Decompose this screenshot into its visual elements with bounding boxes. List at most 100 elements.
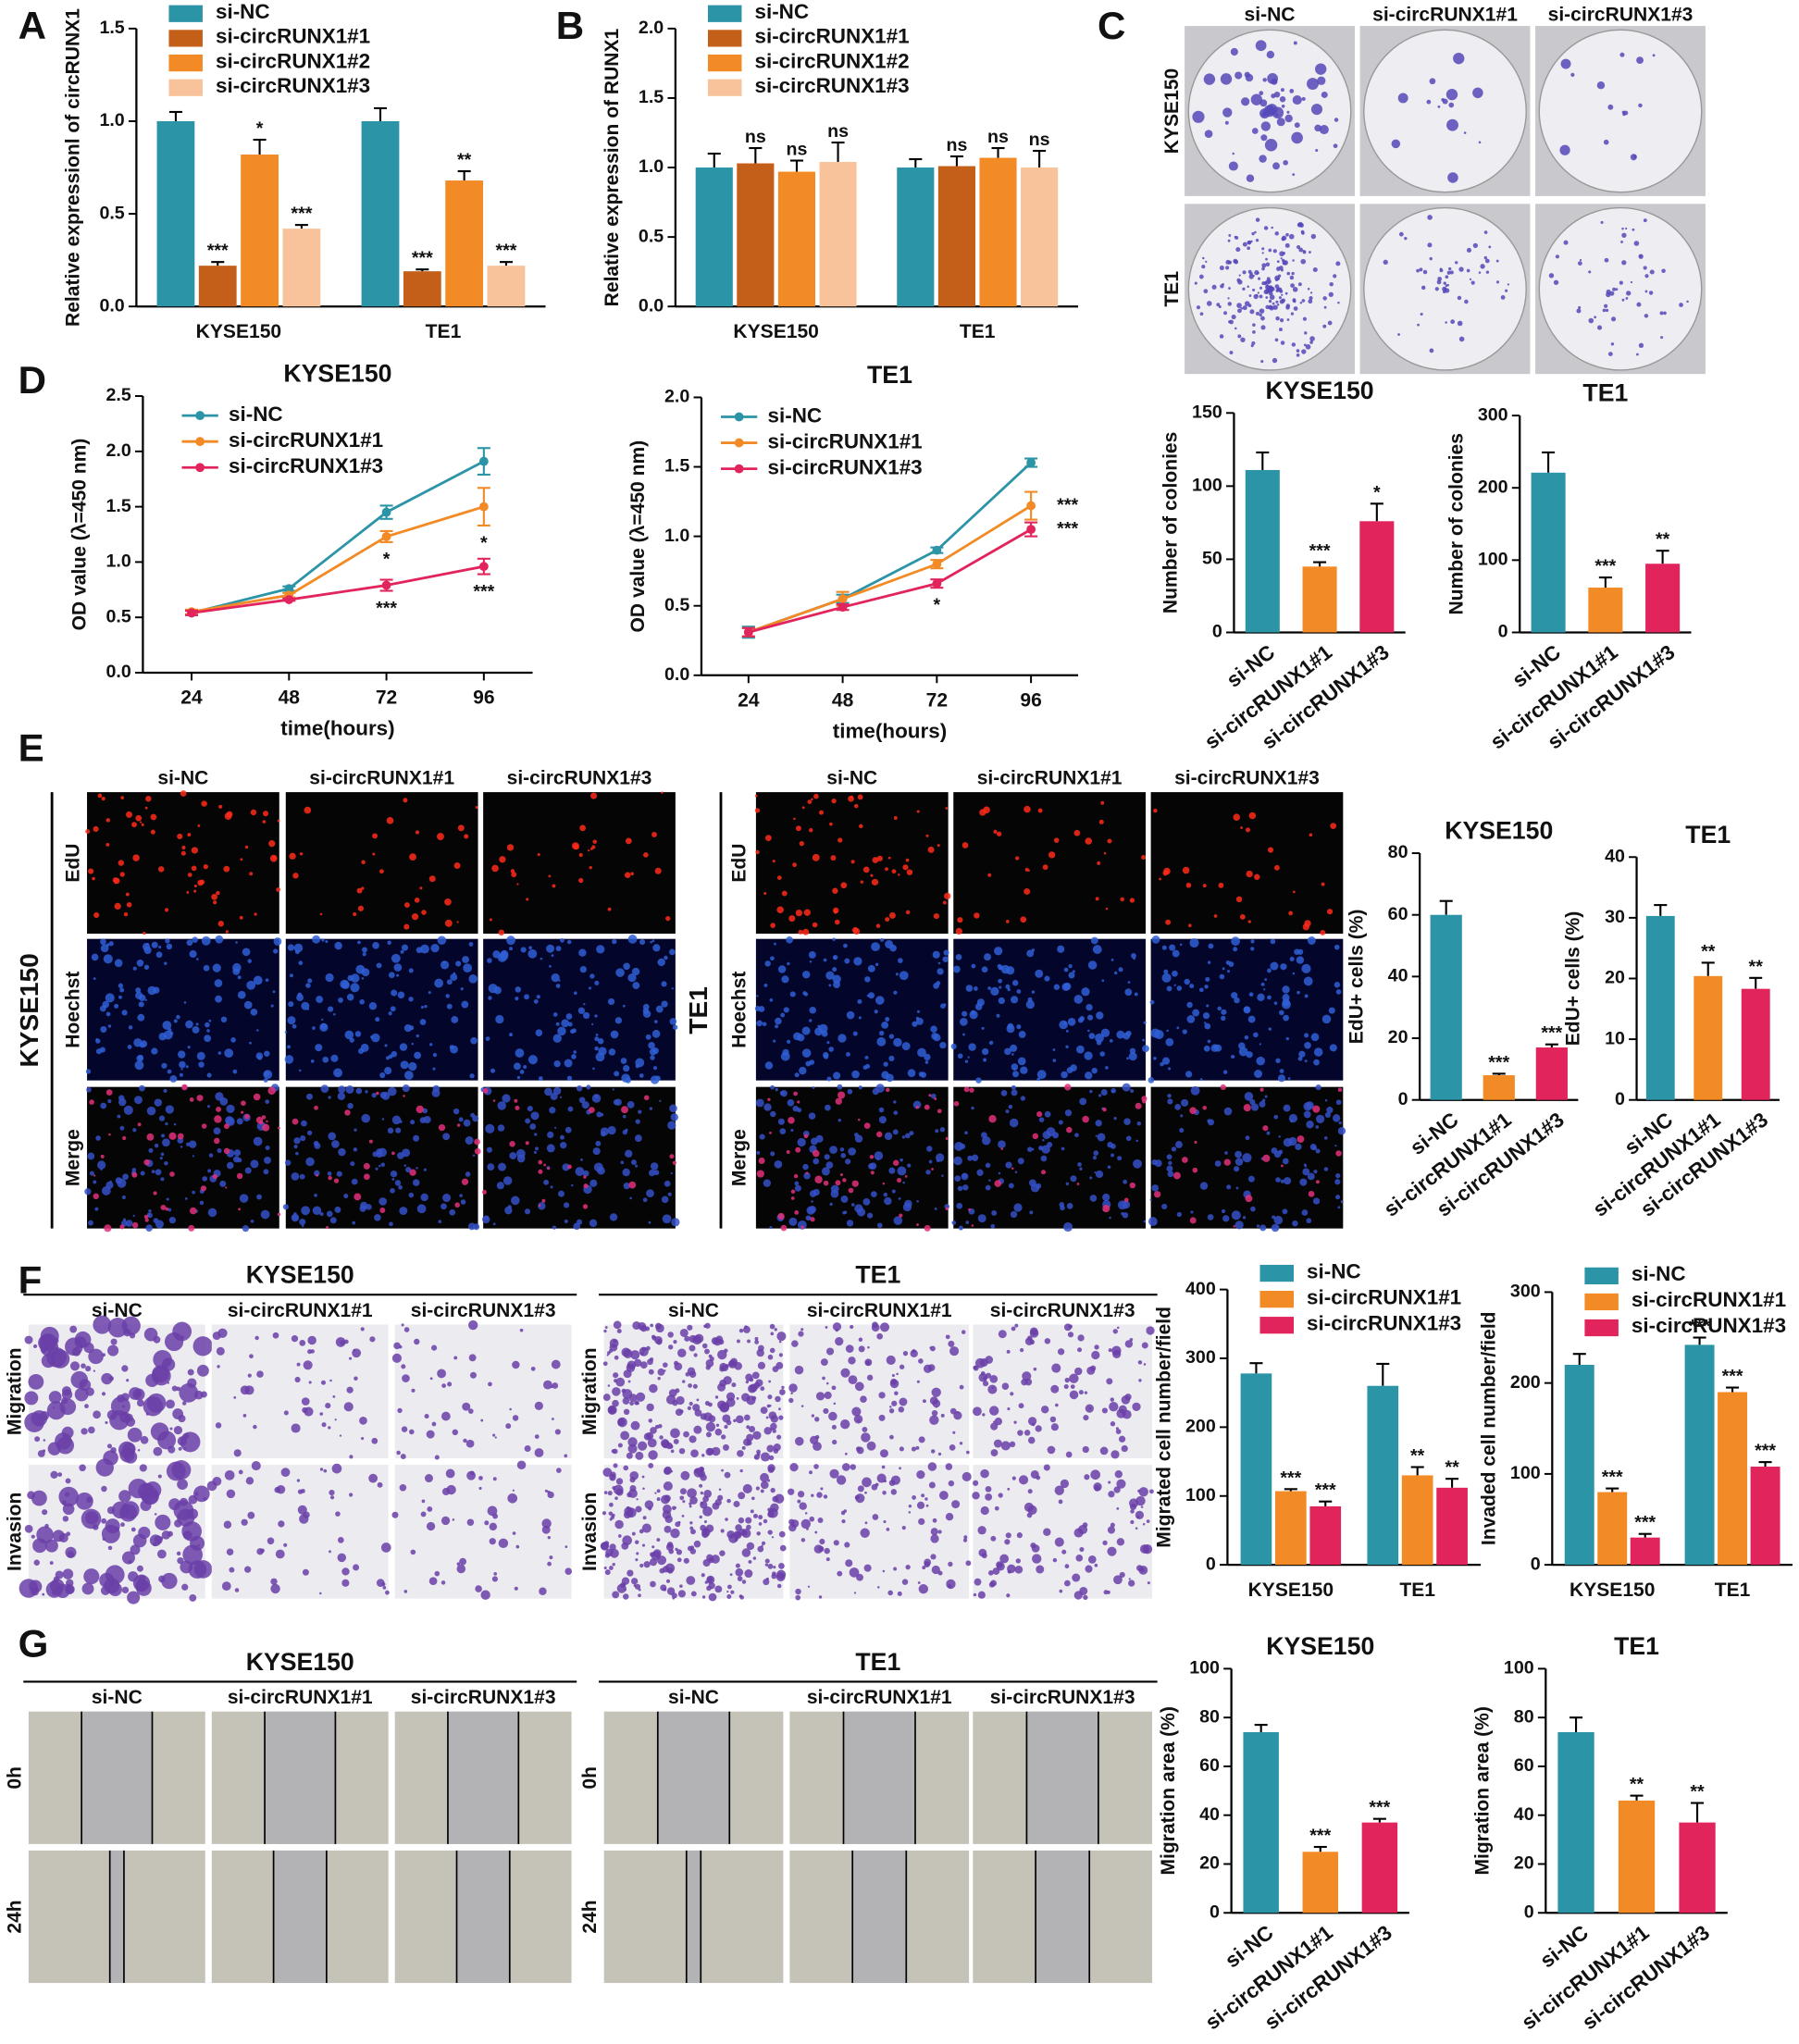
cell (816, 1392, 825, 1400)
cell (832, 1425, 837, 1430)
cell (928, 1462, 937, 1471)
cell (1288, 1077, 1291, 1080)
cell (859, 1085, 862, 1089)
cell (509, 947, 513, 950)
cell (1251, 1103, 1259, 1110)
cell (787, 1040, 790, 1044)
cell (1249, 992, 1254, 997)
cell (256, 1195, 262, 1200)
cell (835, 920, 840, 925)
cell (1204, 1023, 1210, 1030)
cell (1190, 1217, 1197, 1223)
cell (1601, 221, 1604, 224)
cell (372, 833, 378, 838)
cell (832, 1440, 837, 1444)
cell (244, 1001, 253, 1010)
column-label: si-NC (1245, 4, 1296, 25)
cell (155, 1515, 170, 1530)
cell (155, 1169, 162, 1175)
cell (552, 884, 556, 887)
cell (721, 1469, 724, 1472)
cell (352, 1348, 361, 1357)
cell (1044, 976, 1049, 982)
cell (1284, 1177, 1291, 1184)
y-tick-label: 20 (1388, 1027, 1408, 1047)
cell (835, 1337, 843, 1345)
cell (265, 1099, 269, 1104)
cell (180, 1073, 183, 1077)
cell (759, 1522, 763, 1526)
cell (1290, 1120, 1293, 1122)
cell (779, 1353, 783, 1356)
cell (638, 1442, 647, 1451)
cell (651, 939, 654, 942)
cell (432, 1068, 435, 1071)
bar (819, 162, 856, 306)
cell (1631, 154, 1637, 160)
cell (765, 1559, 770, 1564)
cell (769, 998, 773, 1002)
y-tick-label: 0.5 (105, 606, 130, 626)
cell (642, 1347, 647, 1352)
point (1026, 525, 1036, 534)
cell (1300, 302, 1303, 304)
cell (1181, 1099, 1188, 1107)
cell (1135, 1527, 1138, 1530)
cell (1221, 73, 1232, 84)
cell (144, 965, 149, 970)
cell (158, 1576, 166, 1583)
cell (1427, 242, 1432, 247)
cell (159, 1033, 167, 1040)
cell (104, 1224, 111, 1232)
chart-title: KYSE150 (1266, 377, 1374, 404)
cell (611, 1516, 614, 1519)
cell (104, 1578, 119, 1593)
cell (598, 1038, 603, 1044)
cell (503, 1176, 513, 1185)
cell (953, 966, 961, 973)
cell (544, 1088, 552, 1096)
cell (1238, 1043, 1246, 1050)
bar (1303, 1852, 1338, 1913)
cell (346, 1085, 354, 1094)
cell (662, 1196, 669, 1204)
cell (432, 1422, 437, 1427)
cell (1041, 1170, 1046, 1174)
cell (855, 1381, 864, 1391)
cell (800, 1502, 807, 1509)
cell (999, 997, 1005, 1004)
cell (1644, 218, 1647, 222)
bar (1619, 1801, 1655, 1913)
cell (1243, 305, 1247, 310)
cell (1306, 1218, 1311, 1223)
cell (1135, 1103, 1142, 1109)
cell (672, 1592, 677, 1598)
cell (902, 1526, 906, 1530)
bar (1246, 470, 1280, 633)
cell (242, 1225, 249, 1232)
cell (372, 942, 379, 949)
cell (1309, 336, 1315, 341)
cell (627, 1101, 635, 1109)
image-tile (789, 1712, 969, 1844)
y-tick-label: 1.0 (105, 551, 130, 572)
cell (105, 843, 109, 847)
cell (198, 1061, 204, 1067)
cell (453, 972, 456, 975)
cell (245, 1168, 252, 1174)
cell (363, 952, 366, 956)
bar (979, 158, 1016, 307)
cell (688, 1406, 691, 1410)
cell (1007, 1350, 1011, 1354)
cell (855, 1495, 860, 1500)
cell (459, 1194, 463, 1197)
cell (1097, 1040, 1101, 1045)
cell (794, 1182, 799, 1186)
cell (479, 1487, 482, 1490)
cell (767, 1464, 775, 1471)
cell (883, 1183, 886, 1185)
cell (615, 1378, 625, 1387)
cell (832, 1385, 837, 1390)
cell (126, 811, 132, 818)
cell (459, 1558, 466, 1566)
